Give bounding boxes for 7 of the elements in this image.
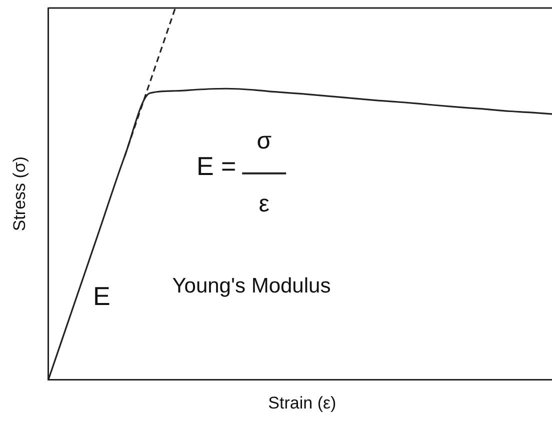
annotation: Young's Modulus bbox=[172, 274, 331, 298]
annotation: ε bbox=[258, 190, 270, 218]
x-axis-title: Strain (ε) bbox=[268, 393, 336, 412]
annotation: E bbox=[93, 281, 110, 312]
y-axis-title: Stress (σ) bbox=[10, 156, 29, 232]
annotation: σ bbox=[256, 127, 272, 154]
annotation: E = bbox=[196, 150, 236, 181]
